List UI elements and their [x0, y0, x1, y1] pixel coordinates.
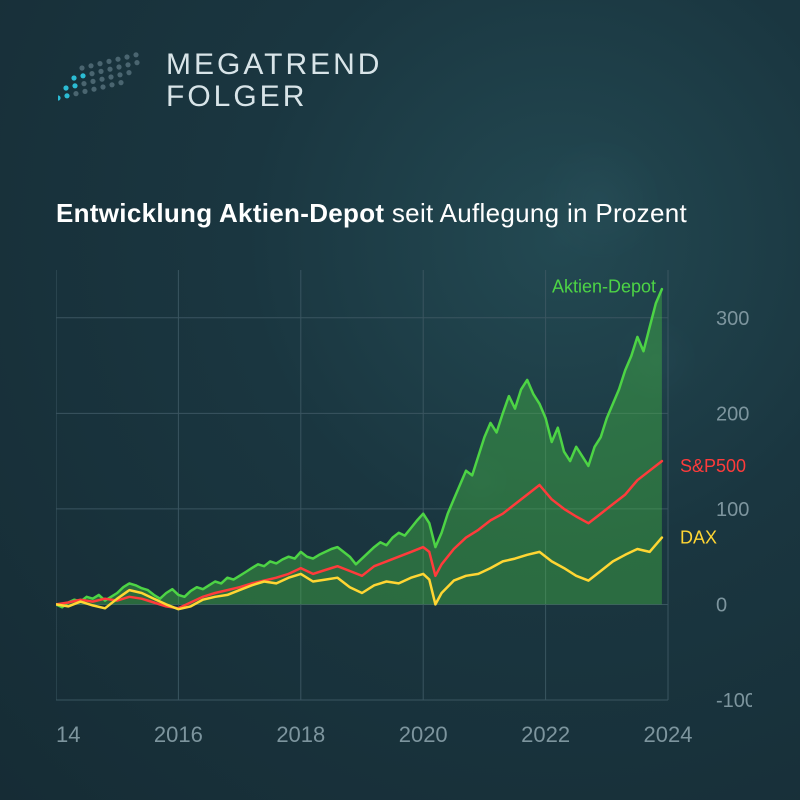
- chart-title-bold: Entwicklung Aktien-Depot: [56, 198, 384, 228]
- svg-text:2016: 2016: [154, 722, 203, 747]
- svg-text:DAX: DAX: [680, 528, 717, 548]
- svg-text:2014: 2014: [56, 722, 80, 747]
- logo-mark-icon: [58, 50, 148, 112]
- svg-text:2018: 2018: [276, 722, 325, 747]
- svg-text:300: 300: [716, 308, 749, 330]
- logo-text-line2: FOLGER: [166, 82, 382, 112]
- svg-text:100: 100: [716, 499, 749, 521]
- svg-text:2022: 2022: [521, 722, 570, 747]
- svg-text:0: 0: [716, 594, 727, 616]
- svg-text:Aktien-Depot: Aktien-Depot: [552, 277, 656, 297]
- logo-text-line1: MEGATREND: [166, 50, 382, 80]
- chart-svg: -100 0 100 200 300 2014 2016 2018 2020 2022 2024 Ak…: [56, 260, 752, 760]
- performance-chart: -100 0 100 200 300 2014 2016 2018 2020 2022 2024 Ak…: [56, 260, 752, 760]
- chart-title: Entwicklung Aktien-Depot seit Auflegung …: [56, 198, 687, 229]
- svg-text:2020: 2020: [399, 722, 448, 747]
- chart-title-rest: seit Auflegung in Prozent: [384, 198, 687, 228]
- svg-text:200: 200: [716, 403, 749, 425]
- svg-text:-100: -100: [716, 690, 752, 712]
- brand-logo: MEGATREND FOLGER: [58, 50, 382, 112]
- svg-text:2024: 2024: [644, 722, 693, 747]
- svg-text:S&P500: S&P500: [680, 456, 746, 476]
